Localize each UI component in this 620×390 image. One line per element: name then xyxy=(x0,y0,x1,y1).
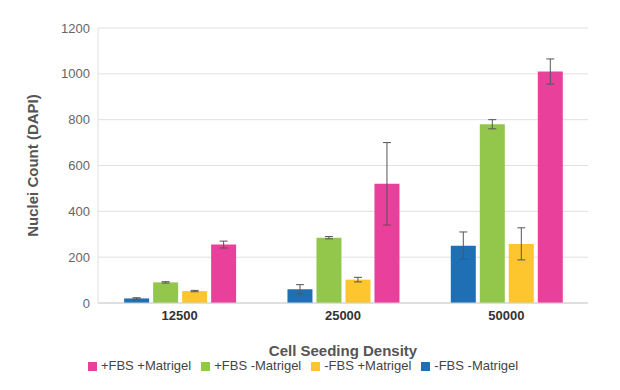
svg-text:Nuclei Count (DAPI): Nuclei Count (DAPI) xyxy=(24,94,41,237)
svg-text:400: 400 xyxy=(68,204,90,219)
svg-text:600: 600 xyxy=(68,158,90,173)
svg-text:50000: 50000 xyxy=(488,308,524,323)
svg-text:Cell Seeding Density: Cell Seeding Density xyxy=(269,342,418,359)
svg-text:0: 0 xyxy=(83,296,90,311)
svg-text:800: 800 xyxy=(68,112,90,127)
html-text:+FBS -Matrigel: +FBS -Matrigel xyxy=(214,358,302,373)
svg-text:25000: 25000 xyxy=(325,308,361,323)
svg-text:1000: 1000 xyxy=(61,66,90,81)
svg-text:200: 200 xyxy=(68,250,90,265)
html-text:-FBS -Matrigel: -FBS -Matrigel xyxy=(434,358,519,373)
svg-text:1200: 1200 xyxy=(61,21,90,36)
html-text:+FBS +Matrigel: +FBS +Matrigel xyxy=(100,358,192,373)
html-text:-FBS +Matrigel: -FBS +Matrigel xyxy=(324,358,412,373)
svg-text:12500: 12500 xyxy=(162,308,198,323)
